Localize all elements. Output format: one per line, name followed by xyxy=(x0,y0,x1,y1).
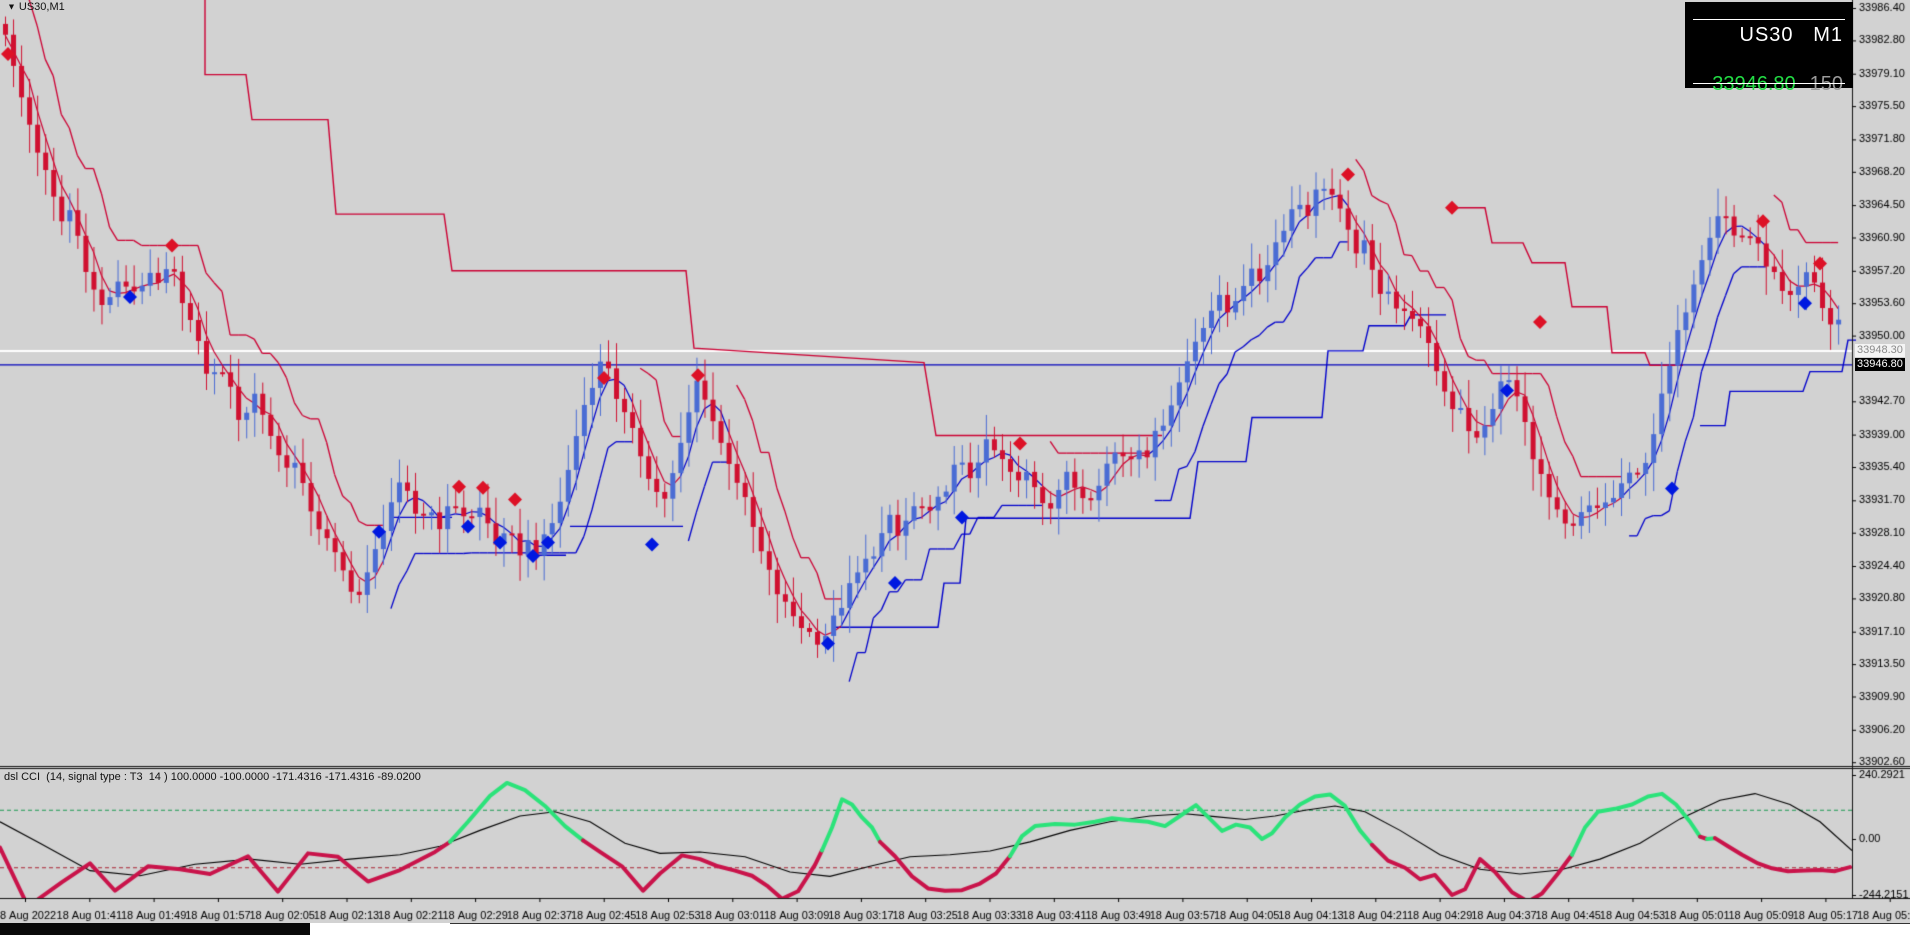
symbol-timeframe-label[interactable]: ▼ US30,M1 xyxy=(6,1,65,13)
info-bid-price: 33946.80 xyxy=(1712,73,1796,95)
quote-info-box: US30 M1 33946.80 150 xyxy=(1685,2,1853,95)
symbol-label-text: US30,M1 xyxy=(18,1,65,13)
oscillator-indicator-label: dsl CCI (14, signal type : T3 14 ) 100.0… xyxy=(4,771,421,783)
chevron-down-icon: ▼ xyxy=(7,2,16,12)
bid-price-tag: 33946.80 xyxy=(1855,358,1905,372)
scrollbar-thumb[interactable] xyxy=(0,923,310,935)
bottom-status-strip xyxy=(0,923,1910,935)
info-spread: 150 xyxy=(1809,73,1843,95)
scrollbar-track-edge xyxy=(450,923,1910,924)
price-axis[interactable] xyxy=(1852,0,1910,898)
info-box-bottom-rule xyxy=(1693,83,1845,84)
info-symbol-timeframe: US30 M1 xyxy=(1739,24,1843,46)
info-box-top-rule xyxy=(1693,19,1845,20)
time-axis[interactable] xyxy=(0,898,1910,923)
ask-price-tag: 33948.30 xyxy=(1855,343,1905,357)
